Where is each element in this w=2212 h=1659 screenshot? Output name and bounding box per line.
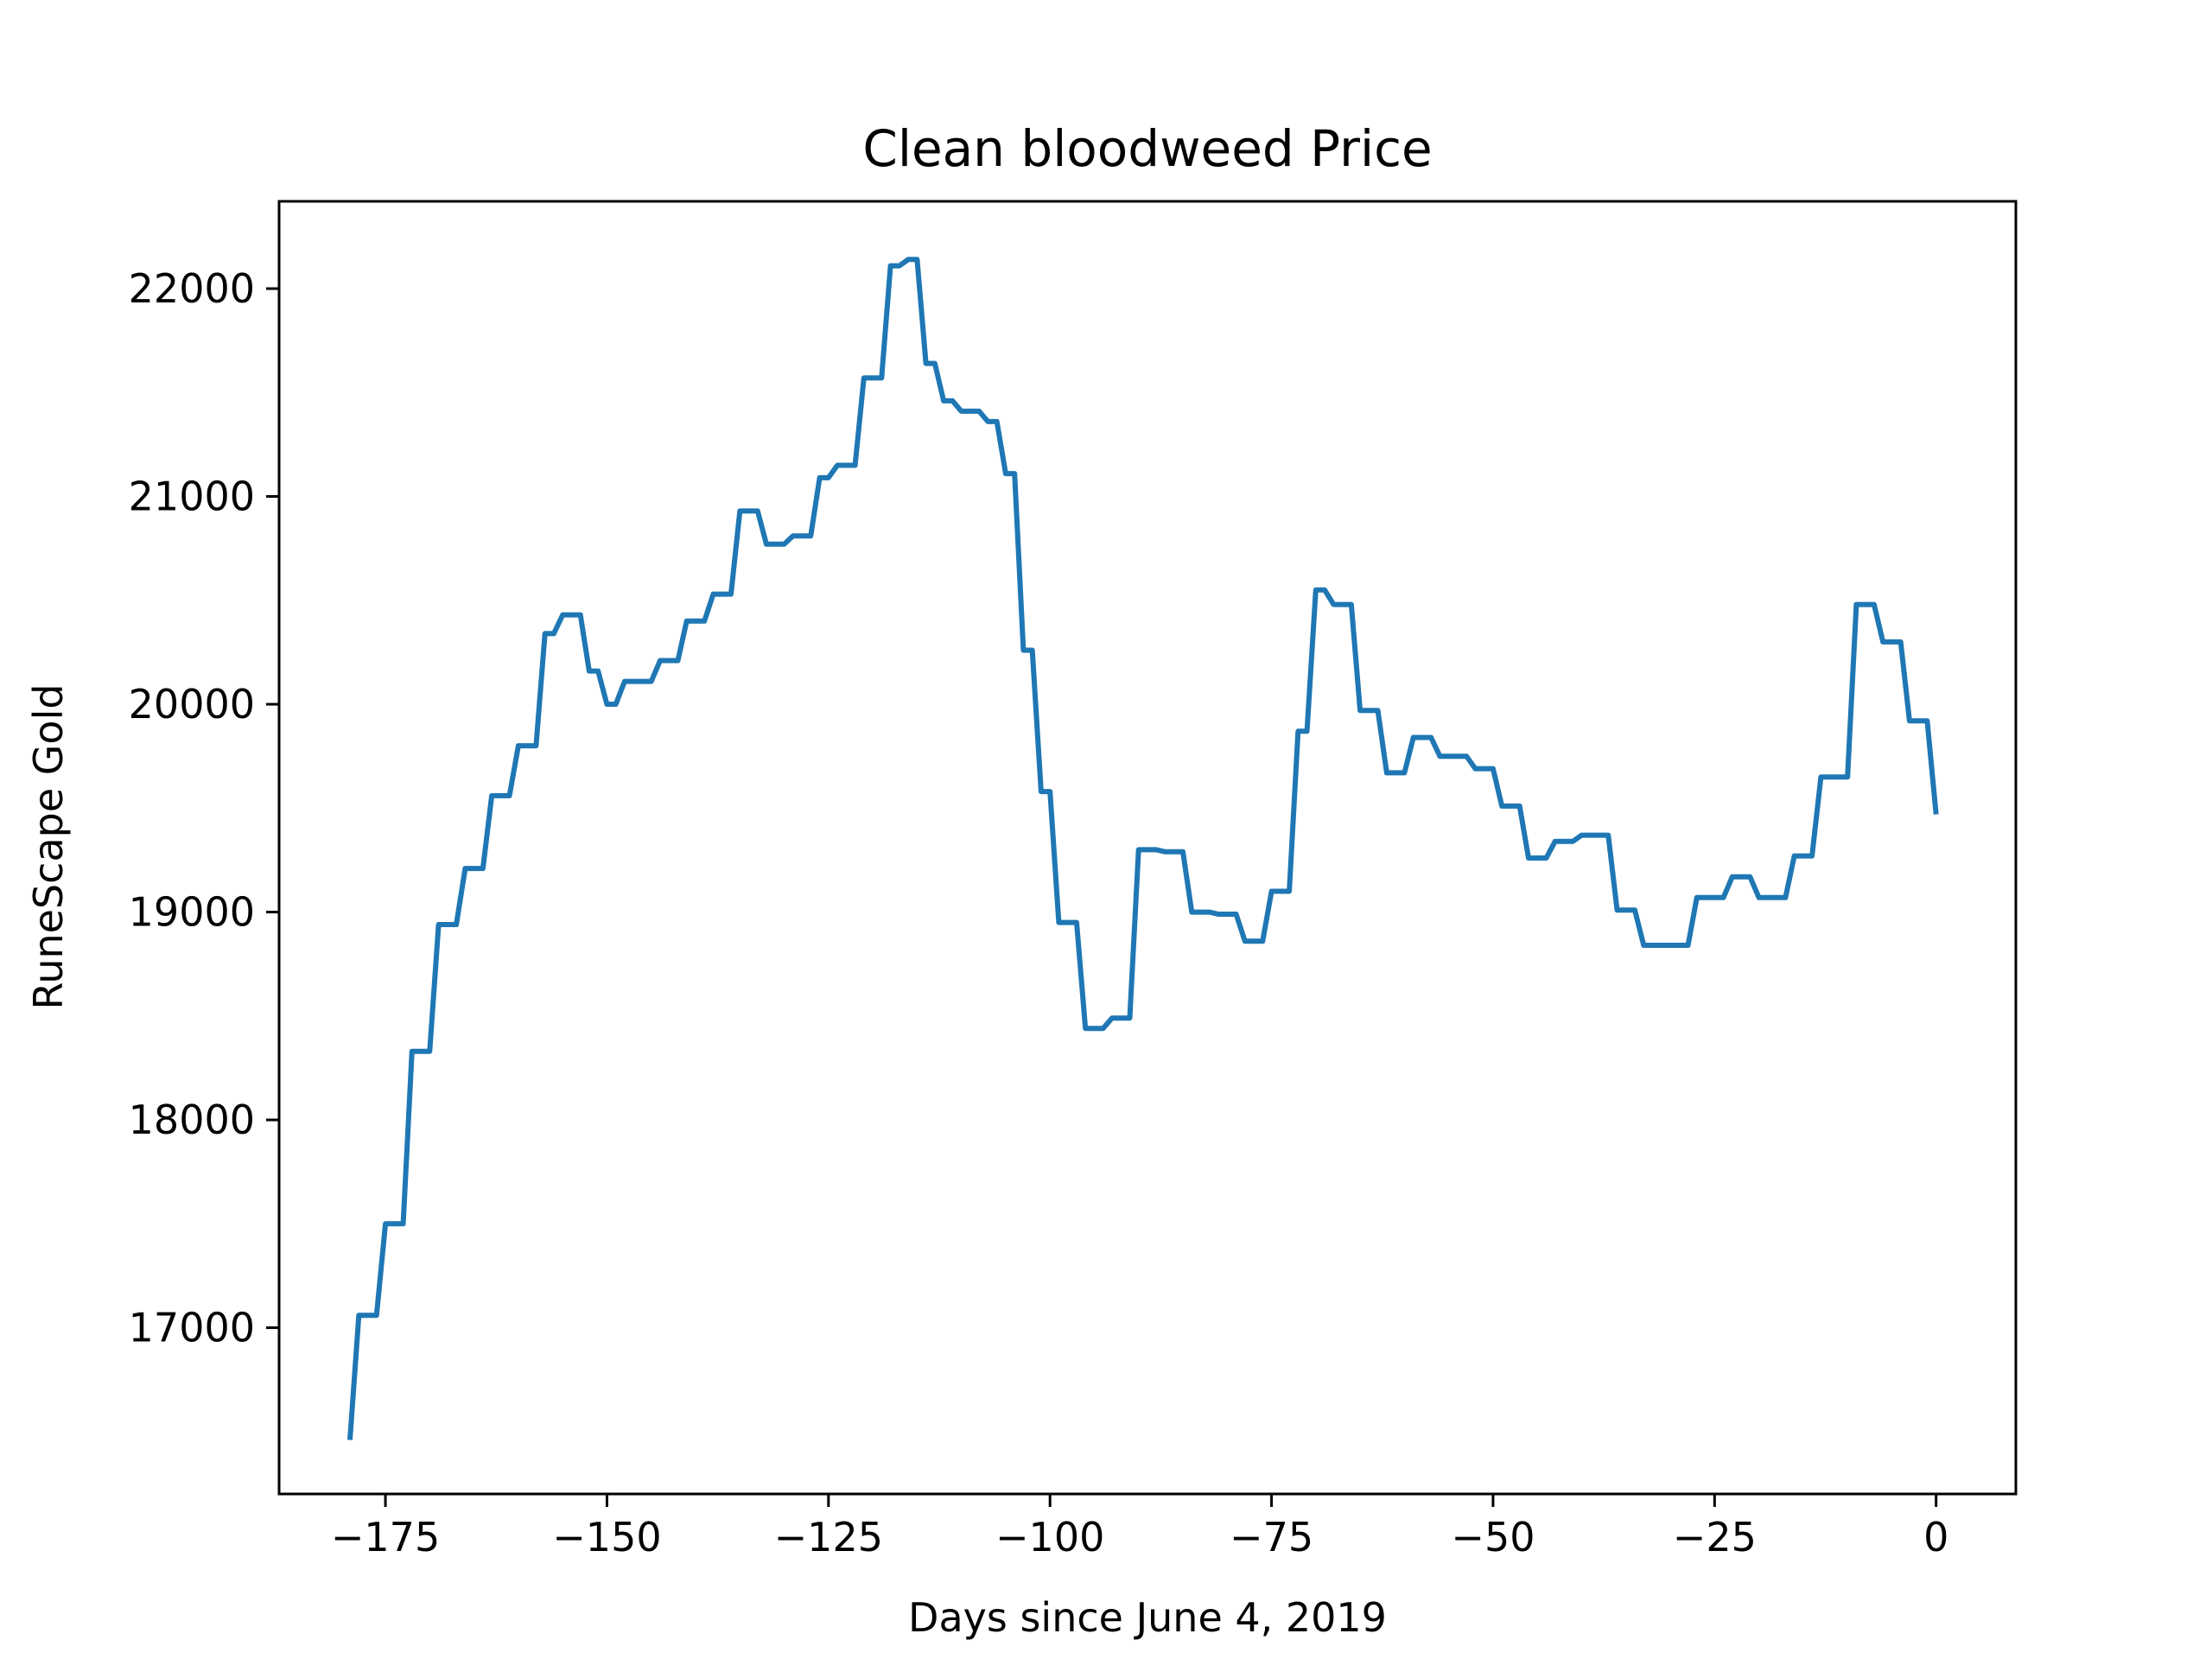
x-tick-label: −50 (1451, 1514, 1535, 1560)
x-tick-label: −100 (995, 1514, 1104, 1560)
x-tick-label: −125 (774, 1514, 883, 1560)
y-tick-label: 20000 (129, 681, 255, 728)
y-tick-label: 18000 (129, 1096, 255, 1143)
y-tick-label: 17000 (129, 1305, 255, 1351)
price-series-line (347, 257, 1939, 1440)
y-tick-label: 22000 (129, 265, 255, 312)
plot-area-frame (277, 200, 2018, 1496)
x-axis-label: Days since June 4, 2019 (908, 1594, 1387, 1641)
y-axis-ticks: 17000 18000 19000 20000 21000 22000 (129, 265, 279, 1351)
x-tick-label: −75 (1230, 1514, 1313, 1560)
y-tick-label: 21000 (129, 474, 255, 520)
chart-title: Clean bloodweed Price (862, 119, 1432, 178)
x-tick-label: 0 (1923, 1514, 1948, 1560)
x-tick-label: −25 (1673, 1514, 1757, 1560)
y-tick-label: 19000 (129, 889, 255, 936)
x-tick-label: −150 (552, 1514, 661, 1560)
x-tick-label: −175 (331, 1514, 440, 1560)
y-axis-label: RuneScape Gold (25, 683, 72, 1009)
x-axis-ticks: −175 −150 −125 −100 −75 −50 −25 0 (331, 1494, 1948, 1560)
